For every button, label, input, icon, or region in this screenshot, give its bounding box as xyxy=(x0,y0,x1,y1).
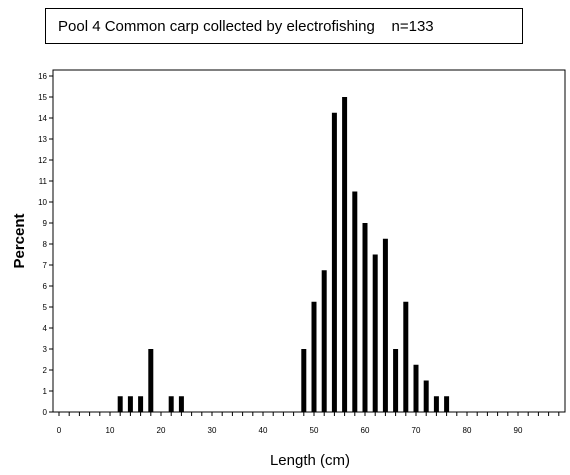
y-tick-label: 1 xyxy=(43,387,48,396)
y-tick-label: 6 xyxy=(43,282,48,291)
x-tick-label: 30 xyxy=(208,426,217,435)
y-tick-label: 11 xyxy=(39,177,48,186)
y-tick-label: 12 xyxy=(38,156,47,165)
y-tick-label: 0 xyxy=(43,408,48,417)
y-tick-label: 15 xyxy=(38,93,47,102)
x-tick-label: 0 xyxy=(57,426,62,435)
bar xyxy=(444,396,450,412)
bar xyxy=(148,349,154,412)
y-axis-label: Percent xyxy=(11,213,28,268)
x-tick-label: 50 xyxy=(310,426,319,435)
bar xyxy=(311,301,317,412)
y-tick-label: 2 xyxy=(43,366,48,375)
bar xyxy=(342,97,348,412)
bar xyxy=(331,112,337,412)
x-tick-label: 80 xyxy=(463,426,472,435)
y-tick-label: 5 xyxy=(43,303,48,312)
x-tick-label: 70 xyxy=(412,426,421,435)
x-tick-label: 10 xyxy=(106,426,115,435)
x-tick-label: 20 xyxy=(157,426,166,435)
bar xyxy=(117,396,123,412)
x-tick-label: 60 xyxy=(361,426,370,435)
y-tick-label: 13 xyxy=(38,135,47,144)
y-tick-label: 14 xyxy=(38,114,47,123)
bar xyxy=(178,396,184,412)
y-tick-label: 4 xyxy=(43,324,48,333)
bar xyxy=(301,349,307,412)
bars xyxy=(117,97,450,412)
x-axis-label: Length (cm) xyxy=(270,452,350,469)
bar xyxy=(321,270,327,412)
y-tick-label: 3 xyxy=(43,345,48,354)
y-tick-label: 9 xyxy=(43,219,48,228)
plot-frame xyxy=(52,69,566,413)
bar xyxy=(403,301,409,412)
y-tick-label: 8 xyxy=(43,240,48,249)
x-tick-label: 40 xyxy=(259,426,268,435)
bar xyxy=(393,349,399,412)
bar xyxy=(423,380,429,412)
bar xyxy=(127,396,133,412)
bar xyxy=(362,223,368,412)
x-axis: 0 10 20 30 40 50 60 70 80 90 xyxy=(57,412,560,435)
bar xyxy=(168,396,174,412)
y-tick-label: 16 xyxy=(38,72,47,81)
bar xyxy=(138,396,144,412)
y-tick-label: 7 xyxy=(43,261,48,270)
bar xyxy=(382,238,388,412)
bar xyxy=(433,396,439,412)
x-tick-label: 90 xyxy=(514,426,523,435)
bar xyxy=(372,254,378,412)
chart-title: Pool 4 Common carp collected by electrof… xyxy=(45,8,523,44)
y-tick-label: 10 xyxy=(38,198,47,207)
bar xyxy=(413,364,419,412)
bar xyxy=(352,191,358,412)
